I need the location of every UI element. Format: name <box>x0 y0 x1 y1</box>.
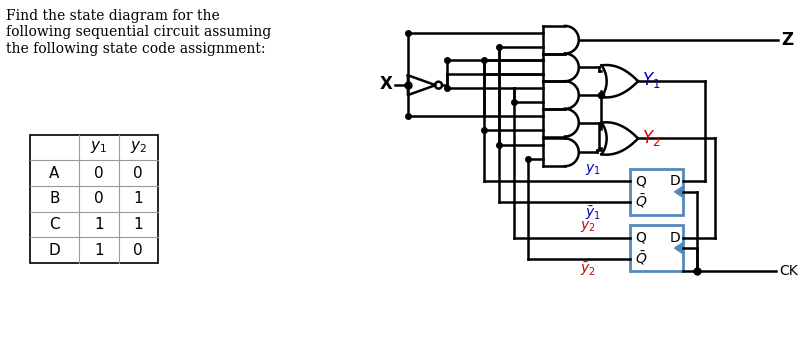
Text: CK: CK <box>780 264 798 278</box>
Text: $\bar{y}_2$: $\bar{y}_2$ <box>579 261 595 278</box>
Text: 1: 1 <box>94 217 104 232</box>
Text: Q: Q <box>635 174 646 188</box>
Text: B: B <box>49 191 60 206</box>
Text: 0: 0 <box>94 166 104 180</box>
Text: $Y_1$: $Y_1$ <box>642 70 661 90</box>
Text: $y_2$: $y_2$ <box>130 140 147 155</box>
Text: Find the state diagram for the
following sequential circuit assuming
the followi: Find the state diagram for the following… <box>6 9 271 56</box>
Text: A: A <box>49 166 60 180</box>
Polygon shape <box>408 75 436 95</box>
Text: C: C <box>49 217 60 232</box>
Polygon shape <box>674 186 683 198</box>
Text: Z: Z <box>781 31 793 49</box>
Text: $\bar{Q}$: $\bar{Q}$ <box>635 192 647 210</box>
Text: 1: 1 <box>133 191 143 206</box>
Text: $y_1$: $y_1$ <box>90 140 107 155</box>
Text: $y_1$: $y_1$ <box>585 162 601 177</box>
Text: D: D <box>670 174 681 188</box>
Text: D: D <box>49 242 60 258</box>
Bar <box>630 225 683 271</box>
Polygon shape <box>674 242 683 254</box>
Text: 0: 0 <box>94 191 104 206</box>
Text: $\bar{y}_1$: $\bar{y}_1$ <box>585 204 601 222</box>
Text: Q: Q <box>635 231 646 245</box>
Text: X: X <box>379 75 392 93</box>
Bar <box>630 169 683 215</box>
Text: $\bar{Q}$: $\bar{Q}$ <box>635 249 647 267</box>
Bar <box>30 135 158 263</box>
Text: D: D <box>670 231 681 245</box>
Text: 1: 1 <box>133 217 143 232</box>
Text: $Y_2$: $Y_2$ <box>642 127 661 147</box>
Text: 0: 0 <box>133 242 143 258</box>
Text: 0: 0 <box>133 166 143 180</box>
Text: 1: 1 <box>94 242 104 258</box>
Text: $y_2$: $y_2$ <box>580 219 595 234</box>
